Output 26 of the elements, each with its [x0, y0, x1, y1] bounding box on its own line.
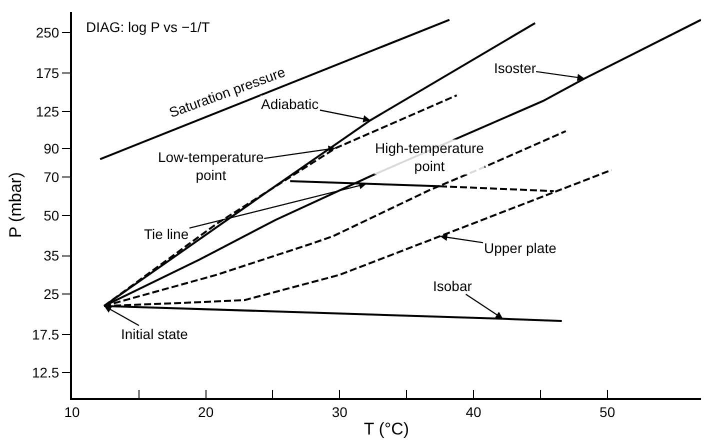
- annotation: Tie line: [144, 226, 189, 242]
- annotation: Initial state: [121, 326, 188, 342]
- y-tick-label: 70: [44, 169, 60, 186]
- y-tick-label: 90: [44, 140, 60, 157]
- annotation: High-temperature point: [375, 140, 484, 174]
- annotation: DIAG: log P vs −1/T: [86, 19, 210, 35]
- x-axis-title: T (°C): [364, 420, 410, 439]
- y-tick-label: 125: [36, 103, 60, 120]
- y-tick-label: 17.5: [32, 326, 60, 342]
- annotation: Adiabatic: [261, 96, 319, 112]
- annotation: Low-temperature point: [158, 149, 264, 184]
- x-tick-label: 40: [466, 404, 482, 420]
- annotation: Isobar: [433, 278, 472, 294]
- annotation: Isoster: [494, 60, 536, 76]
- y-tick-label: 250: [36, 24, 60, 41]
- x-tick-label: 30: [332, 404, 348, 420]
- y-axis-title: P (mbar): [6, 172, 25, 238]
- y-tick-label: 25: [44, 286, 60, 302]
- x-tick-label: 20: [198, 404, 214, 420]
- y-tick-label: 50: [44, 207, 60, 224]
- x-tick-label: 10: [64, 404, 80, 420]
- annotation: Upper plate: [484, 240, 557, 256]
- y-tick-label: 175: [36, 65, 60, 82]
- y-tick-label: 12.5: [32, 364, 60, 381]
- y-tick-label: 35: [44, 248, 60, 264]
- x-tick-label: 50: [600, 404, 616, 420]
